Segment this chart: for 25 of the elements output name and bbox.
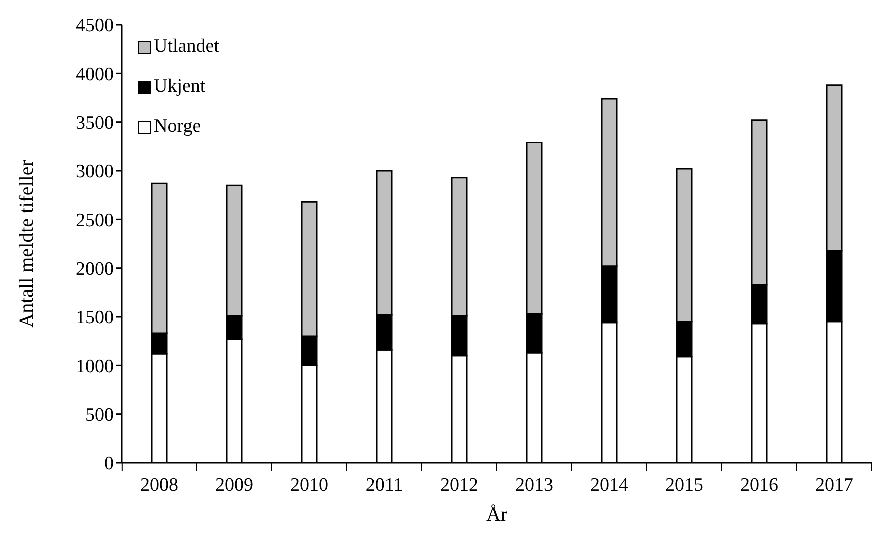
legend-label: Ukjent <box>154 76 206 98</box>
legend-label: Utlandet <box>154 36 220 58</box>
x-tick-label: 2013 <box>516 475 554 496</box>
y-tick-label: 3000 <box>76 162 114 183</box>
x-tick-label: 2009 <box>216 475 254 496</box>
y-tick-label: 4500 <box>76 16 114 37</box>
y-tick-label: 1000 <box>76 356 114 378</box>
x-tick-label: 2011 <box>366 475 404 496</box>
x-tick-label: 2017 <box>816 475 854 496</box>
x-tick-label: 2008 <box>140 475 178 496</box>
x-tick-label: 2012 <box>440 475 478 496</box>
y-tick-label: 1500 <box>76 308 114 329</box>
y-tick-label: 2000 <box>76 259 114 280</box>
x-tick-label: 2015 <box>666 475 704 496</box>
y-tick-label: 2500 <box>76 210 114 232</box>
y-tick-label: 500 <box>86 405 114 426</box>
y-tick-label: 4000 <box>76 64 114 86</box>
y-tick-label: 0 <box>104 454 114 475</box>
x-tick-label: 2010 <box>290 475 328 496</box>
legend-label: Norge <box>154 116 202 138</box>
x-tick-label: 2016 <box>740 475 778 496</box>
x-tick-label: 2014 <box>590 475 629 496</box>
x-axis-title: År <box>486 504 508 526</box>
y-axis-title: Antall meldte tifeller <box>16 160 38 328</box>
y-tick-label: 3500 <box>76 113 114 134</box>
